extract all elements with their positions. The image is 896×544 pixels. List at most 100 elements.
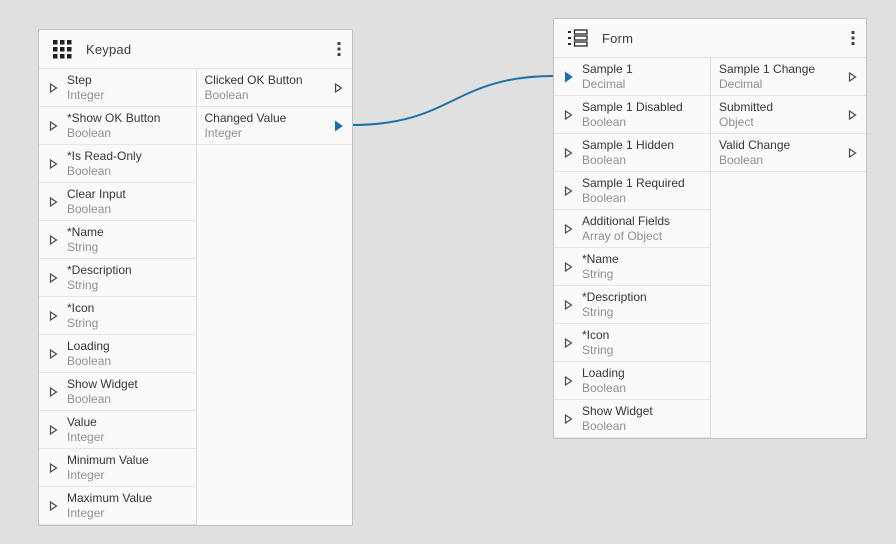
input-port-icon[interactable]: [564, 299, 573, 310]
port-label: Valid Change: [719, 138, 791, 152]
port-label: Additional Fields: [582, 214, 671, 228]
input-port-icon[interactable]: [564, 337, 573, 348]
output-port-row: Clicked OK Button Boolean: [195, 69, 352, 107]
input-port-icon[interactable]: [49, 500, 58, 511]
port-label: Sample 1 Change: [719, 62, 816, 76]
port-type: Integer: [204, 126, 242, 140]
port-label: Sample 1: [582, 62, 633, 76]
node-header[interactable]: Keypad: [39, 30, 352, 69]
output-port-connected-icon[interactable]: [334, 120, 343, 131]
port-type: Boolean: [204, 88, 249, 102]
port-label: Sample 1 Disabled: [582, 100, 683, 114]
input-port-icon[interactable]: [49, 348, 58, 359]
port-label: Clear Input: [67, 187, 126, 201]
input-port-row: Maximum Value Integer: [39, 487, 196, 525]
input-port-icon[interactable]: [564, 185, 573, 196]
input-port-row: *Show OK Button Boolean: [39, 107, 196, 145]
kebab-menu-icon[interactable]: [851, 30, 855, 46]
keypad-grid-icon: [53, 39, 72, 59]
input-port-icon[interactable]: [564, 413, 573, 424]
port-type: Decimal: [719, 77, 763, 91]
kebab-menu-icon[interactable]: [337, 41, 341, 57]
input-port-icon[interactable]: [49, 272, 58, 283]
port-type: Boolean: [582, 153, 627, 167]
port-type: Integer: [67, 506, 105, 520]
port-type: Object: [719, 115, 754, 129]
input-port-icon[interactable]: [564, 375, 573, 386]
port-type: Boolean: [67, 164, 112, 178]
column-divider: [710, 58, 711, 438]
input-port-row: Clear Input Boolean: [39, 183, 196, 221]
input-port-icon[interactable]: [49, 310, 58, 321]
input-port-icon[interactable]: [49, 234, 58, 245]
form-icon: [568, 29, 588, 47]
output-port-icon[interactable]: [848, 71, 857, 82]
port-label: Sample 1 Hidden: [582, 138, 675, 152]
input-port-row: Loading Boolean: [554, 362, 710, 400]
inputs-column: Step Integer *Show OK Button Boolean *Is Rea…: [39, 69, 196, 525]
port-label: *Show OK Button: [67, 111, 161, 125]
port-type: Array of Object: [582, 229, 663, 243]
port-type: Integer: [67, 430, 105, 444]
port-label: *Name: [67, 225, 104, 239]
output-port-icon[interactable]: [848, 147, 857, 158]
port-type: Boolean: [582, 381, 627, 395]
input-port-row: *Description String: [39, 259, 196, 297]
port-label: Minimum Value: [67, 453, 149, 467]
input-port-icon[interactable]: [49, 424, 58, 435]
input-port-row: Sample 1 Hidden Boolean: [554, 134, 710, 172]
port-label: Changed Value: [204, 111, 287, 125]
output-port-row: Submitted Object: [710, 96, 866, 134]
port-type: String: [582, 343, 614, 357]
port-label: *Name: [582, 252, 619, 266]
input-port-row: *Icon String: [554, 324, 710, 362]
output-port-row: Valid Change Boolean: [710, 134, 866, 172]
input-port-icon[interactable]: [564, 109, 573, 120]
port-label: *Icon: [582, 328, 610, 342]
output-port-icon[interactable]: [848, 109, 857, 120]
input-port-icon[interactable]: [49, 462, 58, 473]
input-port-row: *Name String: [554, 248, 710, 286]
node-body: Step Integer *Show OK Button Boolean *Is Rea…: [39, 69, 352, 525]
port-label: Maximum Value: [67, 491, 153, 505]
output-port-row: Sample 1 Change Decimal: [710, 58, 866, 96]
input-port-icon[interactable]: [49, 120, 58, 131]
input-port-icon[interactable]: [49, 158, 58, 169]
input-port-row: Minimum Value Integer: [39, 449, 196, 487]
port-label: Step: [67, 73, 92, 87]
port-type: String: [582, 305, 614, 319]
input-port-icon[interactable]: [49, 386, 58, 397]
input-port-icon[interactable]: [564, 261, 573, 272]
port-label: Clicked OK Button: [204, 73, 303, 87]
port-label: Loading: [582, 366, 625, 380]
outputs-column: Sample 1 Change Decimal Submitted Object Val…: [710, 58, 866, 172]
port-type: Integer: [67, 468, 105, 482]
inputs-column: Sample 1 Decimal Sample 1 Disabled Boolean S…: [554, 58, 710, 438]
input-port-row: Step Integer: [39, 69, 196, 107]
node-keypad[interactable]: Keypad Step Integer *Show OK Button Boolean…: [38, 29, 353, 526]
port-type: String: [67, 240, 99, 254]
port-type: Boolean: [67, 126, 112, 140]
input-port-icon[interactable]: [564, 147, 573, 158]
input-port-row: Sample 1 Decimal: [554, 58, 710, 96]
input-port-row: Value Integer: [39, 411, 196, 449]
port-label: *Description: [67, 263, 132, 277]
input-port-row: Sample 1 Required Boolean: [554, 172, 710, 210]
port-label: *Icon: [67, 301, 95, 315]
output-port-icon[interactable]: [334, 82, 343, 93]
input-port-icon[interactable]: [49, 196, 58, 207]
port-type: Boolean: [582, 191, 627, 205]
input-port-row: Sample 1 Disabled Boolean: [554, 96, 710, 134]
node-title: Form: [602, 30, 634, 46]
connection-wire[interactable]: [351, 75, 555, 126]
input-port-icon[interactable]: [49, 82, 58, 93]
node-form[interactable]: Form Sample 1 Decimal Sample 1 Disabled Boo…: [553, 18, 867, 439]
port-type: Boolean: [582, 419, 627, 433]
input-port-connected-icon[interactable]: [564, 71, 573, 82]
node-header[interactable]: Form: [554, 19, 866, 58]
input-port-icon[interactable]: [564, 223, 573, 234]
port-type: Boolean: [67, 392, 112, 406]
column-divider: [195, 69, 197, 525]
